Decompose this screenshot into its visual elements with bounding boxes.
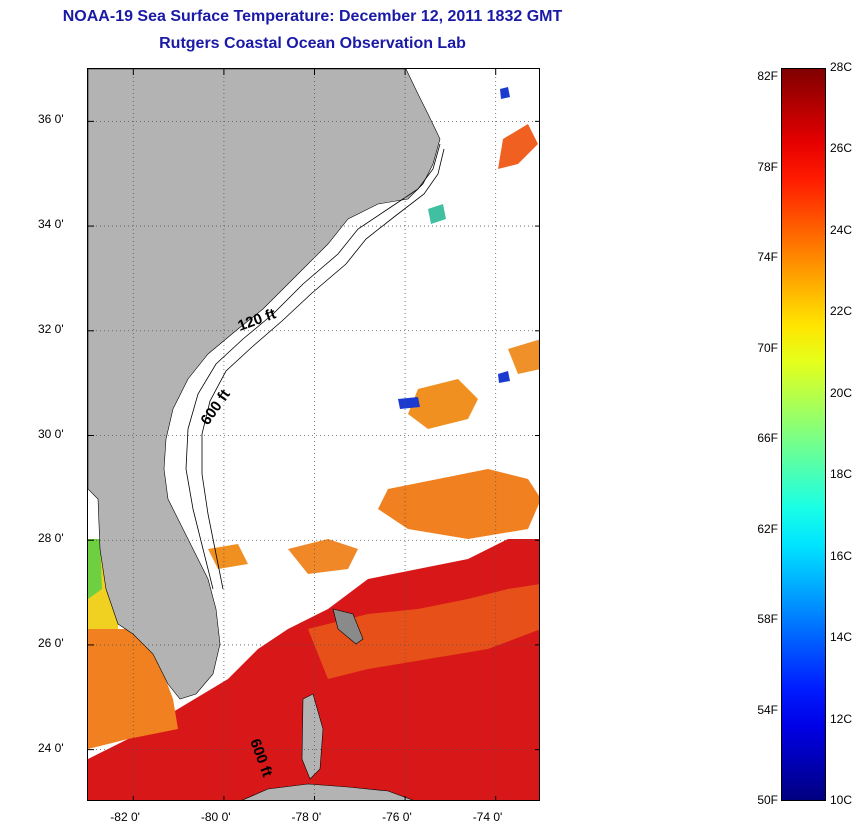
colorbar-f-label-6: 58F [757, 612, 778, 626]
contour-layer [185, 143, 445, 590]
lat-label-1: 34 0' [38, 217, 64, 232]
colorbar-c-label-9: 10C [830, 793, 853, 807]
colorbar-c-label-1: 26C [830, 141, 853, 156]
lon-label-1: -80 0' [200, 810, 231, 824]
lat-label-6: 24 0' [38, 740, 64, 755]
lon-label-3: -76 0' [382, 810, 412, 824]
colorbar-f-label-4: 66F [757, 431, 778, 446]
lat-label-5: 26 0' [38, 635, 64, 650]
sst-patch-southern-warm [88, 539, 539, 800]
colorbar-c-label-3: 22C [830, 304, 853, 319]
lon-label-2: -78 0' [291, 810, 322, 824]
sst-patch-mid-5 [208, 544, 248, 569]
colorbar-c-label-0: 28C [830, 60, 853, 74]
colorbar-c-label-6: 16C [830, 548, 853, 563]
lat-label-4: 28 0' [38, 531, 64, 546]
sst-patch-cold-1 [398, 397, 420, 409]
sst-patch-ne-1 [498, 124, 538, 169]
sst-patch-ne-2 [428, 204, 446, 224]
contour-600ft [201, 148, 445, 590]
colorbar-c-label-8: 12C [830, 711, 853, 726]
sst-data-layer [88, 87, 539, 800]
lat-label-0: 36 0' [38, 112, 64, 127]
sst-patch-mid-4 [288, 539, 358, 574]
sst-patch-ne-3 [500, 87, 510, 99]
colorbar-f-label-8: 50F [757, 793, 778, 807]
colorbar-c-label-7: 14C [830, 630, 853, 645]
sst-map-canvas: 120 ft 600 ft 600 ft [88, 69, 539, 800]
sst-patch-orange-south [308, 584, 539, 679]
colorbar-f-label-3: 70F [757, 340, 778, 355]
lat-label-2: 32 0' [38, 321, 64, 336]
colorbar-f-label-5: 62F [757, 521, 778, 536]
contour-120ft [185, 143, 441, 590]
sst-patch-mid-1 [378, 469, 539, 539]
lat-label-3: 30 0' [38, 426, 64, 441]
sst-patch-cold-2 [498, 371, 510, 383]
lon-label-4: -74 0' [472, 810, 503, 824]
colorbar-c-label-2: 24C [830, 222, 853, 237]
colorbar-f-label-1: 78F [757, 159, 778, 174]
bahamas-abaco [332, 608, 364, 645]
contour-label-600ft-north: 600 ft [197, 386, 233, 428]
cuba-land [241, 783, 414, 800]
bahamas-andros [301, 693, 324, 780]
colorbar-f-label-7: 54F [757, 702, 778, 717]
colorbar-f-label-2: 74F [757, 250, 778, 265]
sst-patch-mid-3 [508, 339, 539, 374]
lon-label-0: -82 0' [110, 810, 140, 824]
map-title: NOAA-19 Sea Surface Temperature: Decembe… [62, 8, 563, 25]
map-subtitle: Rutgers Coastal Ocean Observation Lab [159, 35, 466, 52]
colorbar-c-label-4: 20C [830, 385, 853, 400]
map-grid [88, 69, 539, 800]
colorbar-c-label-5: 18C [830, 467, 853, 482]
temperature-colorbar [781, 68, 826, 801]
sst-map: 120 ft 600 ft 600 ft [87, 68, 540, 801]
sst-patch-mid-2 [408, 379, 478, 429]
sst-patch-gulf-green [88, 539, 102, 599]
colorbar-f-label-0: 82F [757, 69, 778, 84]
